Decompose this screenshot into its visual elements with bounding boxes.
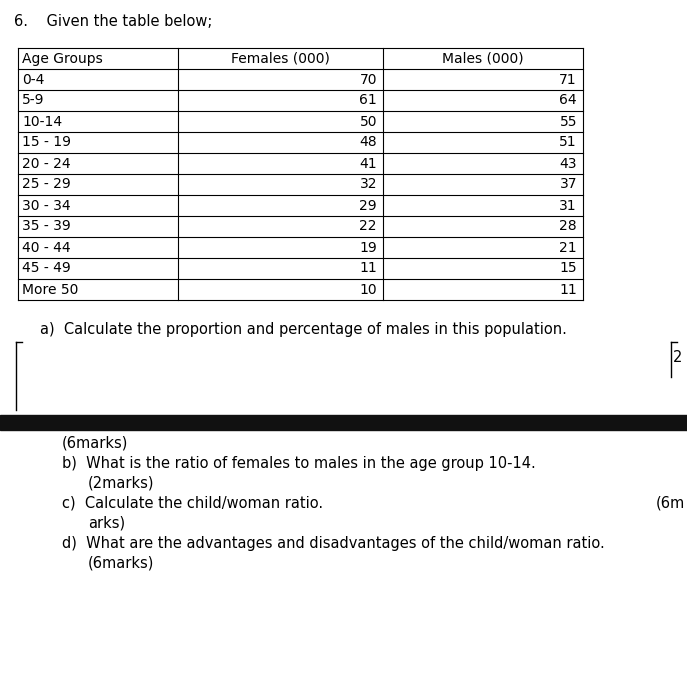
Text: 40 - 44: 40 - 44 (22, 240, 71, 254)
Text: 0-4: 0-4 (22, 73, 45, 87)
Text: 21: 21 (559, 240, 577, 254)
Text: 5-9: 5-9 (22, 94, 45, 107)
Text: 43: 43 (559, 157, 577, 170)
Text: 10-14: 10-14 (22, 114, 62, 128)
Text: 11: 11 (359, 261, 377, 276)
Text: 71: 71 (559, 73, 577, 87)
Text: Females (000): Females (000) (231, 51, 330, 66)
Text: 70: 70 (359, 73, 377, 87)
Text: arks): arks) (88, 516, 125, 531)
Text: 22: 22 (359, 220, 377, 234)
Text: 2: 2 (673, 350, 682, 365)
Text: 29: 29 (359, 198, 377, 213)
Text: 19: 19 (359, 240, 377, 254)
Text: 20 - 24: 20 - 24 (22, 157, 71, 170)
Text: 37: 37 (559, 177, 577, 191)
Text: 50: 50 (359, 114, 377, 128)
Text: (6m: (6m (656, 496, 685, 511)
Text: Males (000): Males (000) (442, 51, 523, 66)
Text: 15: 15 (559, 261, 577, 276)
Text: (6marks): (6marks) (62, 436, 128, 451)
Text: More 50: More 50 (22, 283, 78, 297)
Text: 48: 48 (359, 136, 377, 150)
Text: 25 - 29: 25 - 29 (22, 177, 71, 191)
Text: c)  Calculate the child/woman ratio.: c) Calculate the child/woman ratio. (62, 496, 323, 511)
Text: 10: 10 (359, 283, 377, 297)
Text: (2marks): (2marks) (88, 476, 155, 491)
Text: 35 - 39: 35 - 39 (22, 220, 71, 234)
Text: d)  What are the advantages and disadvantages of the child/woman ratio.: d) What are the advantages and disadvant… (62, 536, 605, 551)
Text: 41: 41 (359, 157, 377, 170)
Text: 55: 55 (559, 114, 577, 128)
Text: 28: 28 (559, 220, 577, 234)
Text: 6.    Given the table below;: 6. Given the table below; (14, 14, 212, 29)
Text: 11: 11 (559, 283, 577, 297)
Text: (6marks): (6marks) (88, 556, 155, 571)
Text: 61: 61 (359, 94, 377, 107)
Text: b)  What is the ratio of females to males in the age group 10-14.: b) What is the ratio of females to males… (62, 456, 536, 471)
Text: 45 - 49: 45 - 49 (22, 261, 71, 276)
Text: 15 - 19: 15 - 19 (22, 136, 71, 150)
Text: Age Groups: Age Groups (22, 51, 103, 66)
Text: 32: 32 (359, 177, 377, 191)
Text: 64: 64 (559, 94, 577, 107)
Text: 31: 31 (559, 198, 577, 213)
Bar (0, 415, 687, 430)
Text: a)  Calculate the proportion and percentage of males in this population.: a) Calculate the proportion and percenta… (40, 322, 567, 337)
Text: 51: 51 (559, 136, 577, 150)
Text: 30 - 34: 30 - 34 (22, 198, 71, 213)
